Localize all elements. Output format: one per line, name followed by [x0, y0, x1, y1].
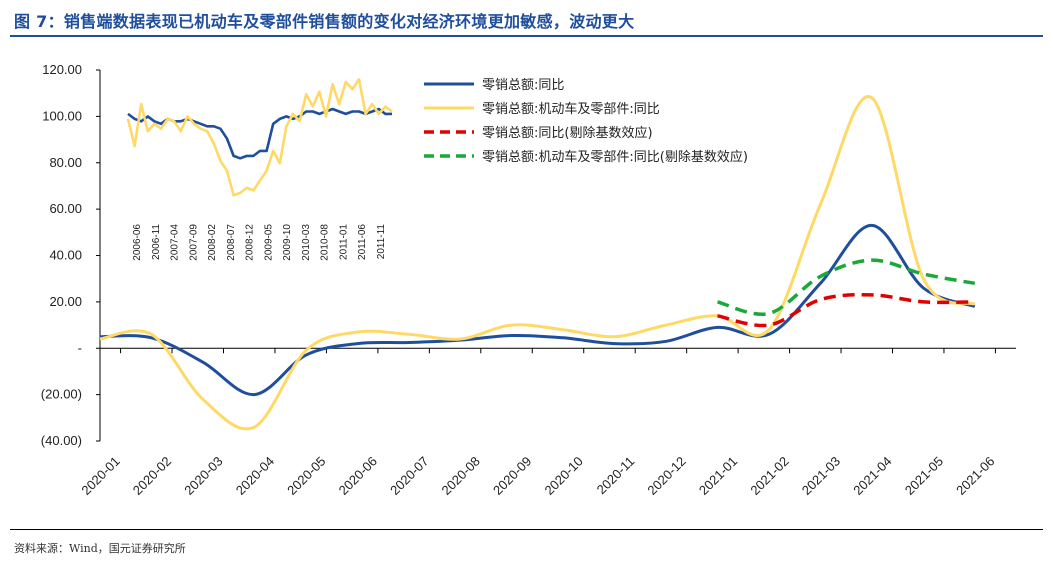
x-tick-label: 2020-11 — [594, 454, 638, 498]
y-tick-label: (40.00) — [41, 433, 82, 448]
y-tick-label: 60.00 — [49, 201, 82, 216]
inset-x-tick-label: 2008-12 — [245, 224, 256, 261]
x-tick-label: 2020-09 — [490, 454, 534, 498]
x-tick-label: 2021-06 — [953, 454, 997, 498]
inset-x-tick-label: 2007-04 — [170, 224, 181, 261]
inset-chart: 2006-06 2006-11 2007-04 2007-09 2008-02 2008-… — [126, 78, 393, 261]
inset-x-tick-label: 2006-06 — [132, 224, 143, 261]
x-tick-label: 2020-02 — [130, 454, 174, 498]
legend-label-2: 零销总额:同比(剔除基数效应) — [482, 125, 653, 141]
title-divider — [10, 35, 1043, 37]
inset-x-tick-label: 2006-11 — [151, 224, 162, 260]
y-tick-label: (20.00) — [41, 387, 82, 402]
x-tick-label: 2020-10 — [542, 454, 586, 498]
series-line-2 — [717, 292, 975, 328]
x-tick-label: 2020-03 — [181, 454, 225, 498]
inset-x-tick-label: 2010-03 — [301, 224, 312, 261]
legend-label-3: 零销总额:机动车及零部件:同比(剔除基数效应) — [482, 149, 748, 165]
inset-x-tick-label: 2011-06 — [357, 224, 368, 260]
y-tick-label: 120.00 — [42, 62, 82, 77]
x-tick-label: 2020-04 — [233, 454, 277, 498]
x-tick-label: 2020-08 — [439, 454, 483, 498]
inset-x-tick-label: 2010-08 — [320, 224, 331, 261]
chart-title: 图 7：销售端数据表现已机动车及零部件销售额的变化对经济环境更加敏感，波动更大 — [14, 12, 635, 31]
inset-x-tick-label: 2011-01 — [338, 224, 349, 260]
inset-x-tick-label: 2008-02 — [207, 224, 218, 261]
y-tick-label: 100.00 — [42, 108, 82, 123]
inset-x-tick-label: 2009-05 — [263, 224, 274, 261]
series-line-3 — [717, 258, 976, 317]
y-tick-label: - — [78, 340, 82, 355]
x-tick-label: 2021-04 — [850, 454, 894, 498]
x-tick-label: 2020-12 — [644, 454, 688, 498]
series-line-0 — [99, 223, 976, 397]
x-tick-label: 2021-01 — [696, 454, 740, 498]
legend-label-0: 零销总额:同比 — [482, 78, 564, 93]
inset-x-tick-label: 2009-10 — [282, 224, 293, 261]
inset-series-line-1 — [126, 78, 393, 197]
x-tick-label: 2021-02 — [747, 454, 791, 498]
inset-x-tick-label: 2011-11 — [376, 224, 387, 260]
inset-series-line-0 — [127, 107, 392, 160]
y-tick-label: 80.00 — [49, 155, 82, 170]
main-lines — [99, 95, 976, 431]
legend-label-1: 零销总额:机动车及零部件:同比 — [482, 101, 660, 117]
footer-divider — [10, 529, 1043, 530]
series-line-1 — [99, 95, 976, 431]
source-note: 资料来源：Wind，国元证券研究所 — [14, 542, 186, 555]
inset-x-tick-label: 2008-07 — [226, 224, 237, 261]
y-tick-label: 20.00 — [49, 294, 82, 309]
x-tick-label: 2020-07 — [387, 454, 431, 498]
x-tick-label: 2020-05 — [284, 454, 328, 498]
x-tick-label: 2021-03 — [799, 454, 843, 498]
x-tick-label: 2021-05 — [902, 454, 946, 498]
y-tick-label: 40.00 — [49, 248, 82, 263]
x-tick-label: 2020-06 — [336, 454, 380, 498]
x-tick-label: 2020-01 — [78, 454, 122, 498]
inset-x-tick-label: 2007-09 — [188, 224, 199, 261]
